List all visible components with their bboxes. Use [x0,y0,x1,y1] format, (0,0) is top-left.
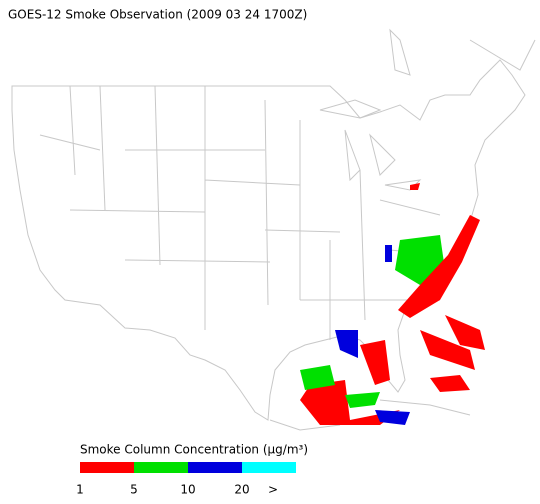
colorbar-tick-label: 10 [180,483,195,497]
colorbar-overflow-label: > [268,483,278,497]
colorbar-segment [134,462,188,473]
state-lines [39,85,441,340]
colorbar-segment [188,462,242,473]
map-title: GOES-12 Smoke Observation (2009 03 24 17… [8,8,307,22]
colorbar: 1 5 10 20 > [76,462,296,497]
smoke-area [300,365,380,408]
legend-title: Smoke Column Concentration (μg/m³) [80,443,308,457]
colorbar-segment [80,462,134,473]
smoke-plumes [300,183,485,425]
colorbar-segment [242,462,296,473]
smoke-area [398,215,480,318]
colorbar-tick-label: 20 [234,483,249,497]
smoke-area [335,245,410,425]
us-outline [11,59,526,421]
smoke-area [300,380,400,425]
smoke-area [360,340,390,385]
colorbar-tick-label: 5 [130,483,138,497]
base-map [11,28,536,431]
smoke-area [420,315,485,370]
canada-coast [389,28,536,76]
colorbar-tick-label: 1 [76,483,84,497]
mexico-cuba [269,399,471,431]
great-lakes [319,99,422,191]
